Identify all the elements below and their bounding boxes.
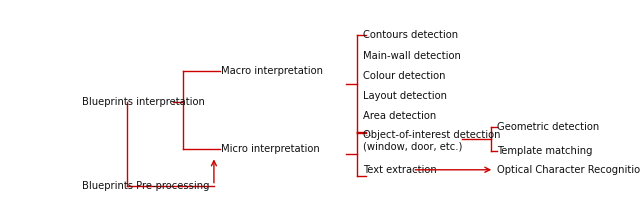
Text: Blueprints Pre-processing: Blueprints Pre-processing (83, 181, 210, 191)
Text: Macro interpretation: Macro interpretation (221, 66, 323, 76)
Text: Layout detection: Layout detection (363, 91, 447, 101)
Text: Text extraction: Text extraction (363, 165, 436, 175)
Text: Object-of-interest detection
(window, door, etc.): Object-of-interest detection (window, do… (363, 130, 500, 151)
Text: Main-wall detection: Main-wall detection (363, 51, 461, 61)
Text: Blueprints interpretation: Blueprints interpretation (83, 97, 205, 106)
Text: Geometric detection: Geometric detection (497, 122, 599, 132)
Text: Contours detection: Contours detection (363, 30, 458, 40)
Text: ...: ... (363, 128, 372, 138)
Text: Colour detection: Colour detection (363, 71, 445, 81)
Text: Template matching: Template matching (497, 146, 592, 156)
Text: Area detection: Area detection (363, 111, 436, 121)
Text: Optical Character Recognition (OC: Optical Character Recognition (OC (497, 165, 640, 175)
Text: Micro interpretation: Micro interpretation (221, 144, 320, 154)
